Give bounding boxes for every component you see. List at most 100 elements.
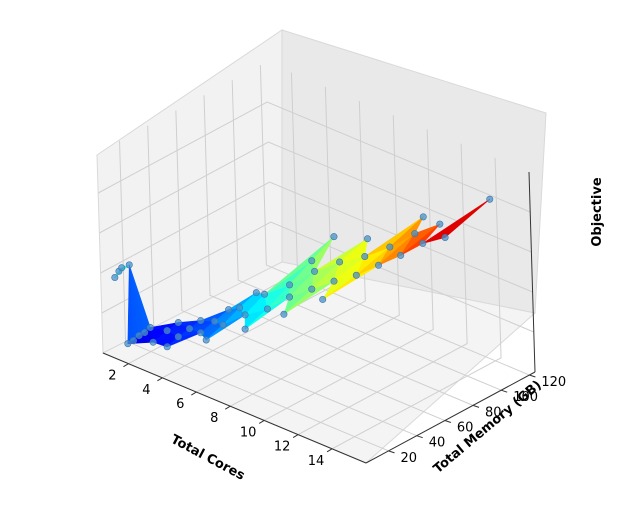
x-tick-label: 8 xyxy=(210,411,218,426)
x-tick-mark xyxy=(258,419,265,424)
y-tick-label: 120 xyxy=(541,375,566,390)
y-tick-label: 40 xyxy=(429,436,446,451)
grid-line-z xyxy=(97,101,531,213)
y-tick-mark xyxy=(416,435,423,439)
grid-line-z xyxy=(99,141,532,253)
surface-triangle xyxy=(389,216,424,248)
grid-line-x xyxy=(331,157,502,450)
y-tick-label: 100 xyxy=(513,390,538,405)
data-point xyxy=(163,343,171,351)
data-point xyxy=(364,235,372,243)
surface-triangle xyxy=(239,292,265,309)
grid-line-y xyxy=(203,95,474,406)
data-point xyxy=(286,293,294,301)
data-point xyxy=(486,195,494,203)
data-point xyxy=(241,325,249,333)
data-point xyxy=(352,271,360,279)
z-axis-label: Objective xyxy=(590,177,605,246)
data-point xyxy=(319,295,327,303)
data-point xyxy=(146,324,154,332)
data-point xyxy=(141,329,149,337)
x-tick-mark xyxy=(123,363,129,368)
data-point xyxy=(241,311,249,319)
y-tick-mark xyxy=(444,420,452,424)
data-point xyxy=(135,332,143,340)
data-point xyxy=(163,327,171,335)
data-point xyxy=(441,234,449,242)
data-point xyxy=(197,329,205,337)
grid-line-z xyxy=(100,181,533,293)
data-point xyxy=(236,304,244,312)
data-point xyxy=(311,267,319,275)
grid-line-y xyxy=(147,125,417,437)
data-point xyxy=(419,239,427,247)
grid-line-y xyxy=(231,80,502,391)
data-point xyxy=(219,321,227,329)
x-tick-label: 6 xyxy=(176,397,184,412)
data-point xyxy=(374,261,382,269)
y-tick-label: 60 xyxy=(457,421,474,436)
data-point xyxy=(174,333,182,341)
y-axis-line xyxy=(365,371,536,464)
data-point xyxy=(124,340,132,348)
x-tick-label: 14 xyxy=(308,454,325,469)
data-point xyxy=(118,264,126,272)
data-point xyxy=(111,274,119,282)
z-axis-line xyxy=(528,171,536,373)
grid-line-x xyxy=(230,115,400,407)
x-tick-mark xyxy=(191,391,197,396)
y-tick-mark xyxy=(388,450,395,454)
data-point xyxy=(308,285,316,293)
data-point xyxy=(125,261,133,269)
grid-line-x xyxy=(263,129,434,421)
data-point xyxy=(308,257,316,265)
data-points xyxy=(111,195,494,351)
grid-lines xyxy=(97,65,534,452)
grid-line-y xyxy=(259,65,530,376)
data-point xyxy=(336,258,344,266)
data-point xyxy=(411,230,419,238)
x-tick-mark xyxy=(225,405,231,410)
data-point xyxy=(261,290,269,298)
surface-triangle xyxy=(422,198,491,244)
data-point xyxy=(129,337,137,345)
data-point xyxy=(419,213,427,221)
surface-triangle xyxy=(339,238,368,263)
data-point xyxy=(211,317,219,325)
x-tick-mark xyxy=(157,377,163,382)
y-tick-mark xyxy=(472,404,480,408)
data-point xyxy=(252,289,260,297)
x-tick-label: 4 xyxy=(142,383,150,398)
y-tick-mark xyxy=(529,374,536,378)
data-point xyxy=(174,319,182,327)
data-point xyxy=(386,243,394,251)
x-tick-label: 12 xyxy=(274,440,291,455)
grid-line-z xyxy=(101,221,534,333)
axes xyxy=(102,171,536,464)
data-point xyxy=(149,338,157,346)
x-axis-line xyxy=(102,352,367,464)
data-point xyxy=(186,325,194,333)
y-tick-mark xyxy=(501,389,508,393)
data-point xyxy=(280,310,288,318)
data-point xyxy=(197,317,205,325)
data-point xyxy=(286,281,294,289)
y-tick-label: 80 xyxy=(485,405,502,420)
grid-line-x xyxy=(196,101,366,393)
grid-line-y xyxy=(175,110,446,421)
y-tick-label: 20 xyxy=(401,451,418,466)
data-point xyxy=(225,306,233,314)
surface-triangle xyxy=(400,223,441,256)
x-axis-label: Total Cores xyxy=(168,432,247,484)
x-tick-mark xyxy=(292,434,299,439)
y-axis-label: Total Memory (GB) xyxy=(431,378,545,477)
surface-triangle xyxy=(311,236,335,272)
data-point xyxy=(397,251,405,259)
data-point xyxy=(361,252,369,260)
data-point xyxy=(330,233,338,241)
x-tick-label: 2 xyxy=(108,369,116,384)
data-point xyxy=(330,277,338,285)
grid-line-x xyxy=(297,143,468,436)
